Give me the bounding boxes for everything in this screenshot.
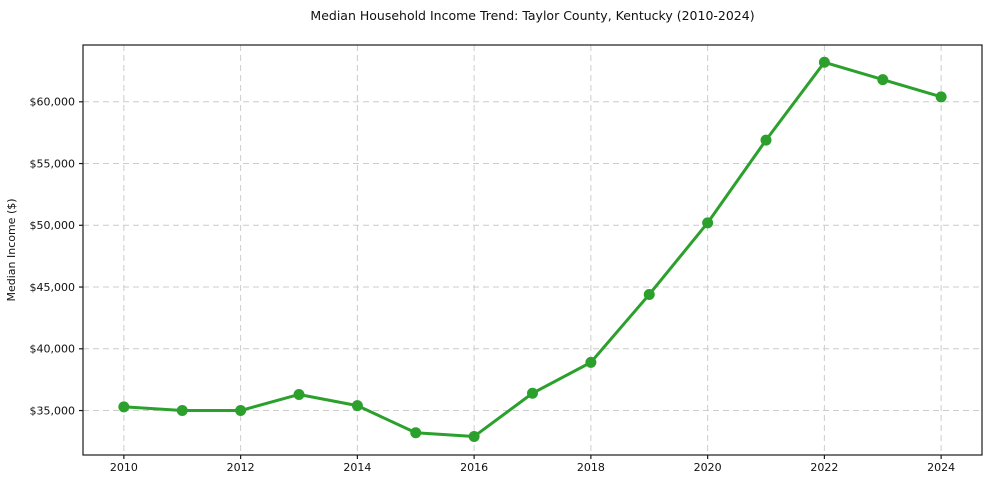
data-point-2010	[118, 401, 130, 413]
y-tick-label-60000: $60,000	[30, 96, 76, 109]
data-point-2014	[351, 400, 363, 412]
y-tick-label-35000: $35,000	[30, 404, 76, 417]
chart-title: Median Household Income Trend: Taylor Co…	[310, 8, 755, 23]
data-point-2015	[410, 427, 422, 439]
x-tick-label-2018: 2018	[577, 461, 605, 474]
x-tick-label-2010: 2010	[110, 461, 138, 474]
x-tick-label-2016: 2016	[460, 461, 488, 474]
y-tick-label-45000: $45,000	[30, 281, 76, 294]
data-point-2017	[527, 387, 538, 399]
data-point-2013	[293, 388, 305, 400]
x-tick-label-2014: 2014	[343, 461, 371, 474]
data-point-2024	[935, 91, 947, 103]
y-axis-label: Median Income ($)	[5, 198, 18, 301]
data-point-2023	[877, 74, 889, 86]
data-point-2011	[176, 405, 188, 417]
y-tick-label-40000: $40,000	[30, 343, 76, 356]
x-tick-label-2020: 2020	[694, 461, 722, 474]
data-point-2018	[585, 356, 597, 368]
y-tick-label-50000: $50,000	[30, 219, 76, 232]
data-point-2019	[643, 288, 655, 300]
data-point-2016	[468, 430, 480, 442]
income-trend-line	[122, 60, 943, 438]
y-tick-label-55000: $55,000	[30, 157, 76, 170]
data-point-2020	[702, 217, 714, 229]
data-point-2021	[760, 134, 772, 146]
data-point-2022	[818, 56, 830, 68]
data-point-2012	[235, 405, 247, 417]
plot-border	[82, 44, 983, 456]
x-tick-label-2022: 2022	[810, 461, 838, 474]
x-tick-label-2012: 2012	[227, 461, 255, 474]
x-tick-label-2024: 2024	[927, 461, 955, 474]
